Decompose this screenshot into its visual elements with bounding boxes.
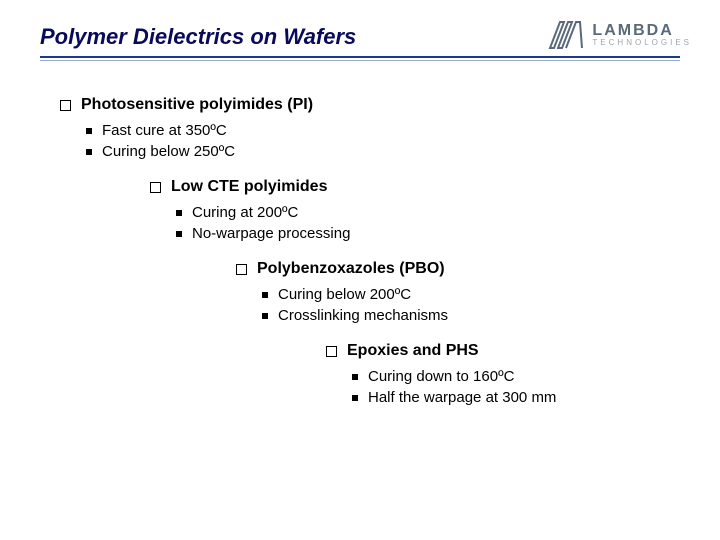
section-head-text: Polybenzoxazoles (PBO) bbox=[257, 260, 445, 278]
section-epoxies: Epoxies and PHS Curing down to 160ºC Hal… bbox=[326, 342, 680, 406]
section-head: Epoxies and PHS bbox=[326, 342, 680, 360]
list-item: Curing below 250ºC bbox=[86, 143, 680, 160]
section-head: Photosensitive polyimides (PI) bbox=[60, 96, 680, 114]
list-item-text: Curing below 200ºC bbox=[278, 286, 411, 303]
section-lowcte: Low CTE polyimides Curing at 200ºC No-wa… bbox=[150, 178, 680, 242]
checkbox-icon bbox=[150, 182, 161, 193]
logo-sub: TECHNOLOGIES bbox=[592, 39, 692, 47]
square-bullet-icon bbox=[262, 313, 268, 319]
list-item-text: Curing at 200ºC bbox=[192, 204, 298, 221]
list-item-text: Curing down to 160ºC bbox=[368, 368, 514, 385]
logo: LAMBDA TECHNOLOGIES bbox=[546, 18, 692, 52]
list-item-text: Crosslinking mechanisms bbox=[278, 307, 448, 324]
square-bullet-icon bbox=[176, 210, 182, 216]
section-head: Low CTE polyimides bbox=[150, 178, 680, 196]
square-bullet-icon bbox=[352, 374, 358, 380]
section-pi: Photosensitive polyimides (PI) Fast cure… bbox=[60, 96, 680, 160]
slide: Polymer Dielectrics on Wafers LAMBDA TEC… bbox=[0, 0, 720, 540]
square-bullet-icon bbox=[176, 231, 182, 237]
list-item-text: Fast cure at 350ºC bbox=[102, 122, 227, 139]
square-bullet-icon bbox=[262, 292, 268, 298]
list-item: Crosslinking mechanisms bbox=[262, 307, 680, 324]
logo-main: LAMBDA bbox=[592, 23, 692, 39]
checkbox-icon bbox=[326, 346, 337, 357]
subitems: Fast cure at 350ºC Curing below 250ºC bbox=[86, 122, 680, 160]
list-item: No-warpage processing bbox=[176, 225, 680, 242]
list-item: Curing at 200ºC bbox=[176, 204, 680, 221]
section-head-text: Low CTE polyimides bbox=[171, 178, 327, 196]
logo-text: LAMBDA TECHNOLOGIES bbox=[592, 23, 692, 47]
subitems: Curing down to 160ºC Half the warpage at… bbox=[352, 368, 680, 406]
subitems: Curing at 200ºC No-warpage processing bbox=[176, 204, 680, 242]
content: Photosensitive polyimides (PI) Fast cure… bbox=[60, 96, 680, 424]
list-item-text: No-warpage processing bbox=[192, 225, 350, 242]
subitems: Curing below 200ºC Crosslinking mechanis… bbox=[262, 286, 680, 324]
section-pbo: Polybenzoxazoles (PBO) Curing below 200º… bbox=[236, 260, 680, 324]
section-head-text: Epoxies and PHS bbox=[347, 342, 479, 360]
list-item-text: Curing below 250ºC bbox=[102, 143, 235, 160]
title-rule-thick bbox=[40, 56, 680, 58]
list-item-text: Half the warpage at 300 mm bbox=[368, 389, 556, 406]
list-item: Fast cure at 350ºC bbox=[86, 122, 680, 139]
square-bullet-icon bbox=[86, 149, 92, 155]
checkbox-icon bbox=[60, 100, 71, 111]
checkbox-icon bbox=[236, 264, 247, 275]
square-bullet-icon bbox=[86, 128, 92, 134]
list-item: Curing below 200ºC bbox=[262, 286, 680, 303]
square-bullet-icon bbox=[352, 395, 358, 401]
lambda-icon bbox=[546, 18, 586, 52]
list-item: Curing down to 160ºC bbox=[352, 368, 680, 385]
title-rule-thin bbox=[40, 60, 680, 61]
section-head: Polybenzoxazoles (PBO) bbox=[236, 260, 680, 278]
list-item: Half the warpage at 300 mm bbox=[352, 389, 680, 406]
section-head-text: Photosensitive polyimides (PI) bbox=[81, 96, 313, 114]
